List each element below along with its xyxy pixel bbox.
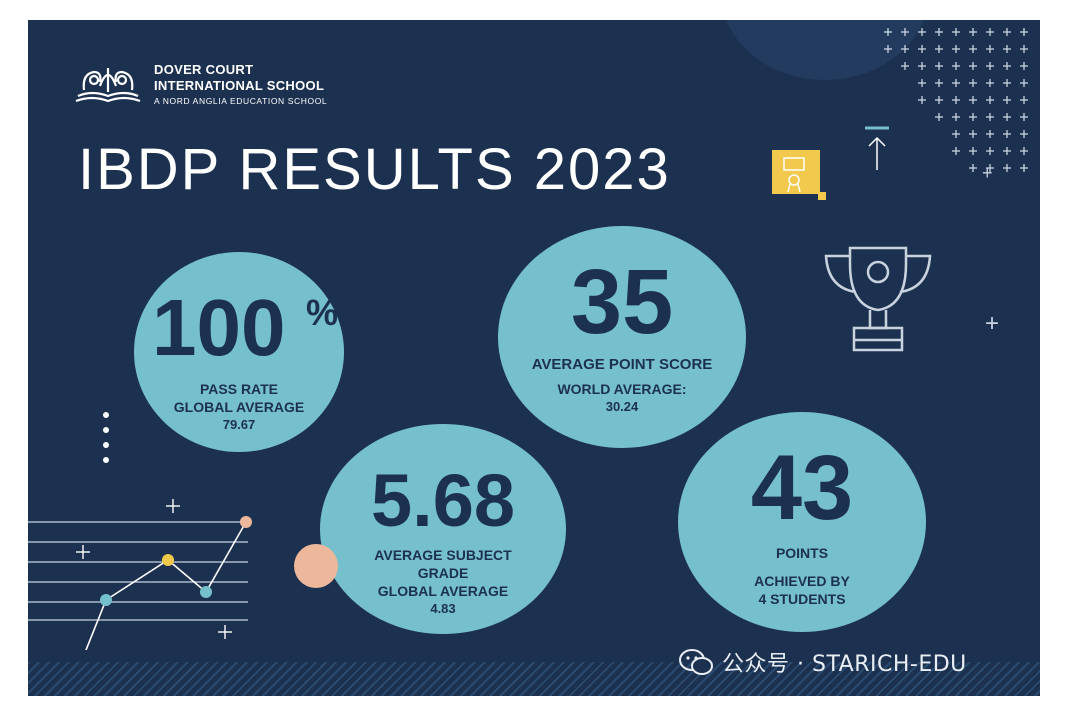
infographic-poster: DOVER COURT INTERNATIONAL SCHOOL A NORD … (28, 20, 1040, 696)
avg-subject-global-value: 4.83 (430, 601, 456, 616)
avg-subject-label: AVERAGE SUBJECT (374, 547, 512, 563)
pass-rate-circle: 100 % PASS RATE GLOBAL AVERAGE 79.67 (134, 252, 344, 452)
avg-point-circle: 35 AVERAGE POINT SCORE WORLD AVERAGE: 30… (498, 226, 746, 448)
plus-decoration: + (982, 163, 993, 183)
avg-subject-value: 5.68 (370, 459, 516, 542)
avg-point-label: AVERAGE POINT SCORE (531, 356, 713, 373)
top-points-value: 43 (750, 437, 854, 539)
vertical-dots-decoration (103, 412, 109, 472)
page-title: IBDP RESULTS 2023 (78, 137, 671, 202)
school-subtitle: A NORD ANGLIA EDUCATION SCHOOL (154, 96, 328, 106)
pass-rate-label: PASS RATE (199, 381, 279, 397)
world-average-value: 30.24 (605, 399, 639, 414)
pass-rate-global-value: 79.67 (222, 417, 256, 432)
top-points-circle: 43 POINTS ACHIEVED BY 4 STUDENTS (678, 412, 926, 632)
avg-point-value: 35 (570, 251, 674, 353)
school-name-line1: DOVER COURT (154, 62, 254, 77)
wechat-icon (679, 649, 713, 675)
plus-grid-decoration (884, 28, 1028, 172)
avg-subject-circle: 5.68 AVERAGE SUBJECT GRADE GLOBAL AVERAG… (320, 424, 566, 634)
certificate-icon (772, 150, 826, 200)
plus-decoration: + (985, 310, 1000, 337)
trophy-icon (824, 246, 932, 352)
top-points-label: POINTS (775, 545, 829, 561)
pass-rate-value: 100 (152, 283, 286, 372)
arrow-up-icon (865, 126, 889, 170)
watermark-text: 公众号 · STARICH-EDU (722, 652, 967, 677)
watermark: 公众号 · STARICH-EDU (678, 646, 967, 678)
decorative-peach-dot (294, 544, 338, 588)
world-average-label: WORLD AVERAGE: (557, 381, 687, 397)
school-logo: DOVER COURT INTERNATIONAL SCHOOL A NORD … (72, 60, 327, 109)
striped-footer-band (28, 662, 1040, 696)
pass-rate-global-label: GLOBAL AVERAGE (173, 399, 305, 415)
line-graph-decoration (28, 499, 252, 650)
school-crest-icon (75, 68, 141, 103)
school-name-line2: INTERNATIONAL SCHOOL (154, 78, 325, 93)
students-count-label: 4 STUDENTS (758, 591, 846, 607)
avg-subject-label-grade: GRADE (417, 565, 469, 581)
avg-subject-global-label: GLOBAL AVERAGE (377, 583, 509, 599)
pass-rate-unit: % (306, 292, 339, 333)
achieved-by-label: ACHIEVED BY (754, 573, 850, 589)
